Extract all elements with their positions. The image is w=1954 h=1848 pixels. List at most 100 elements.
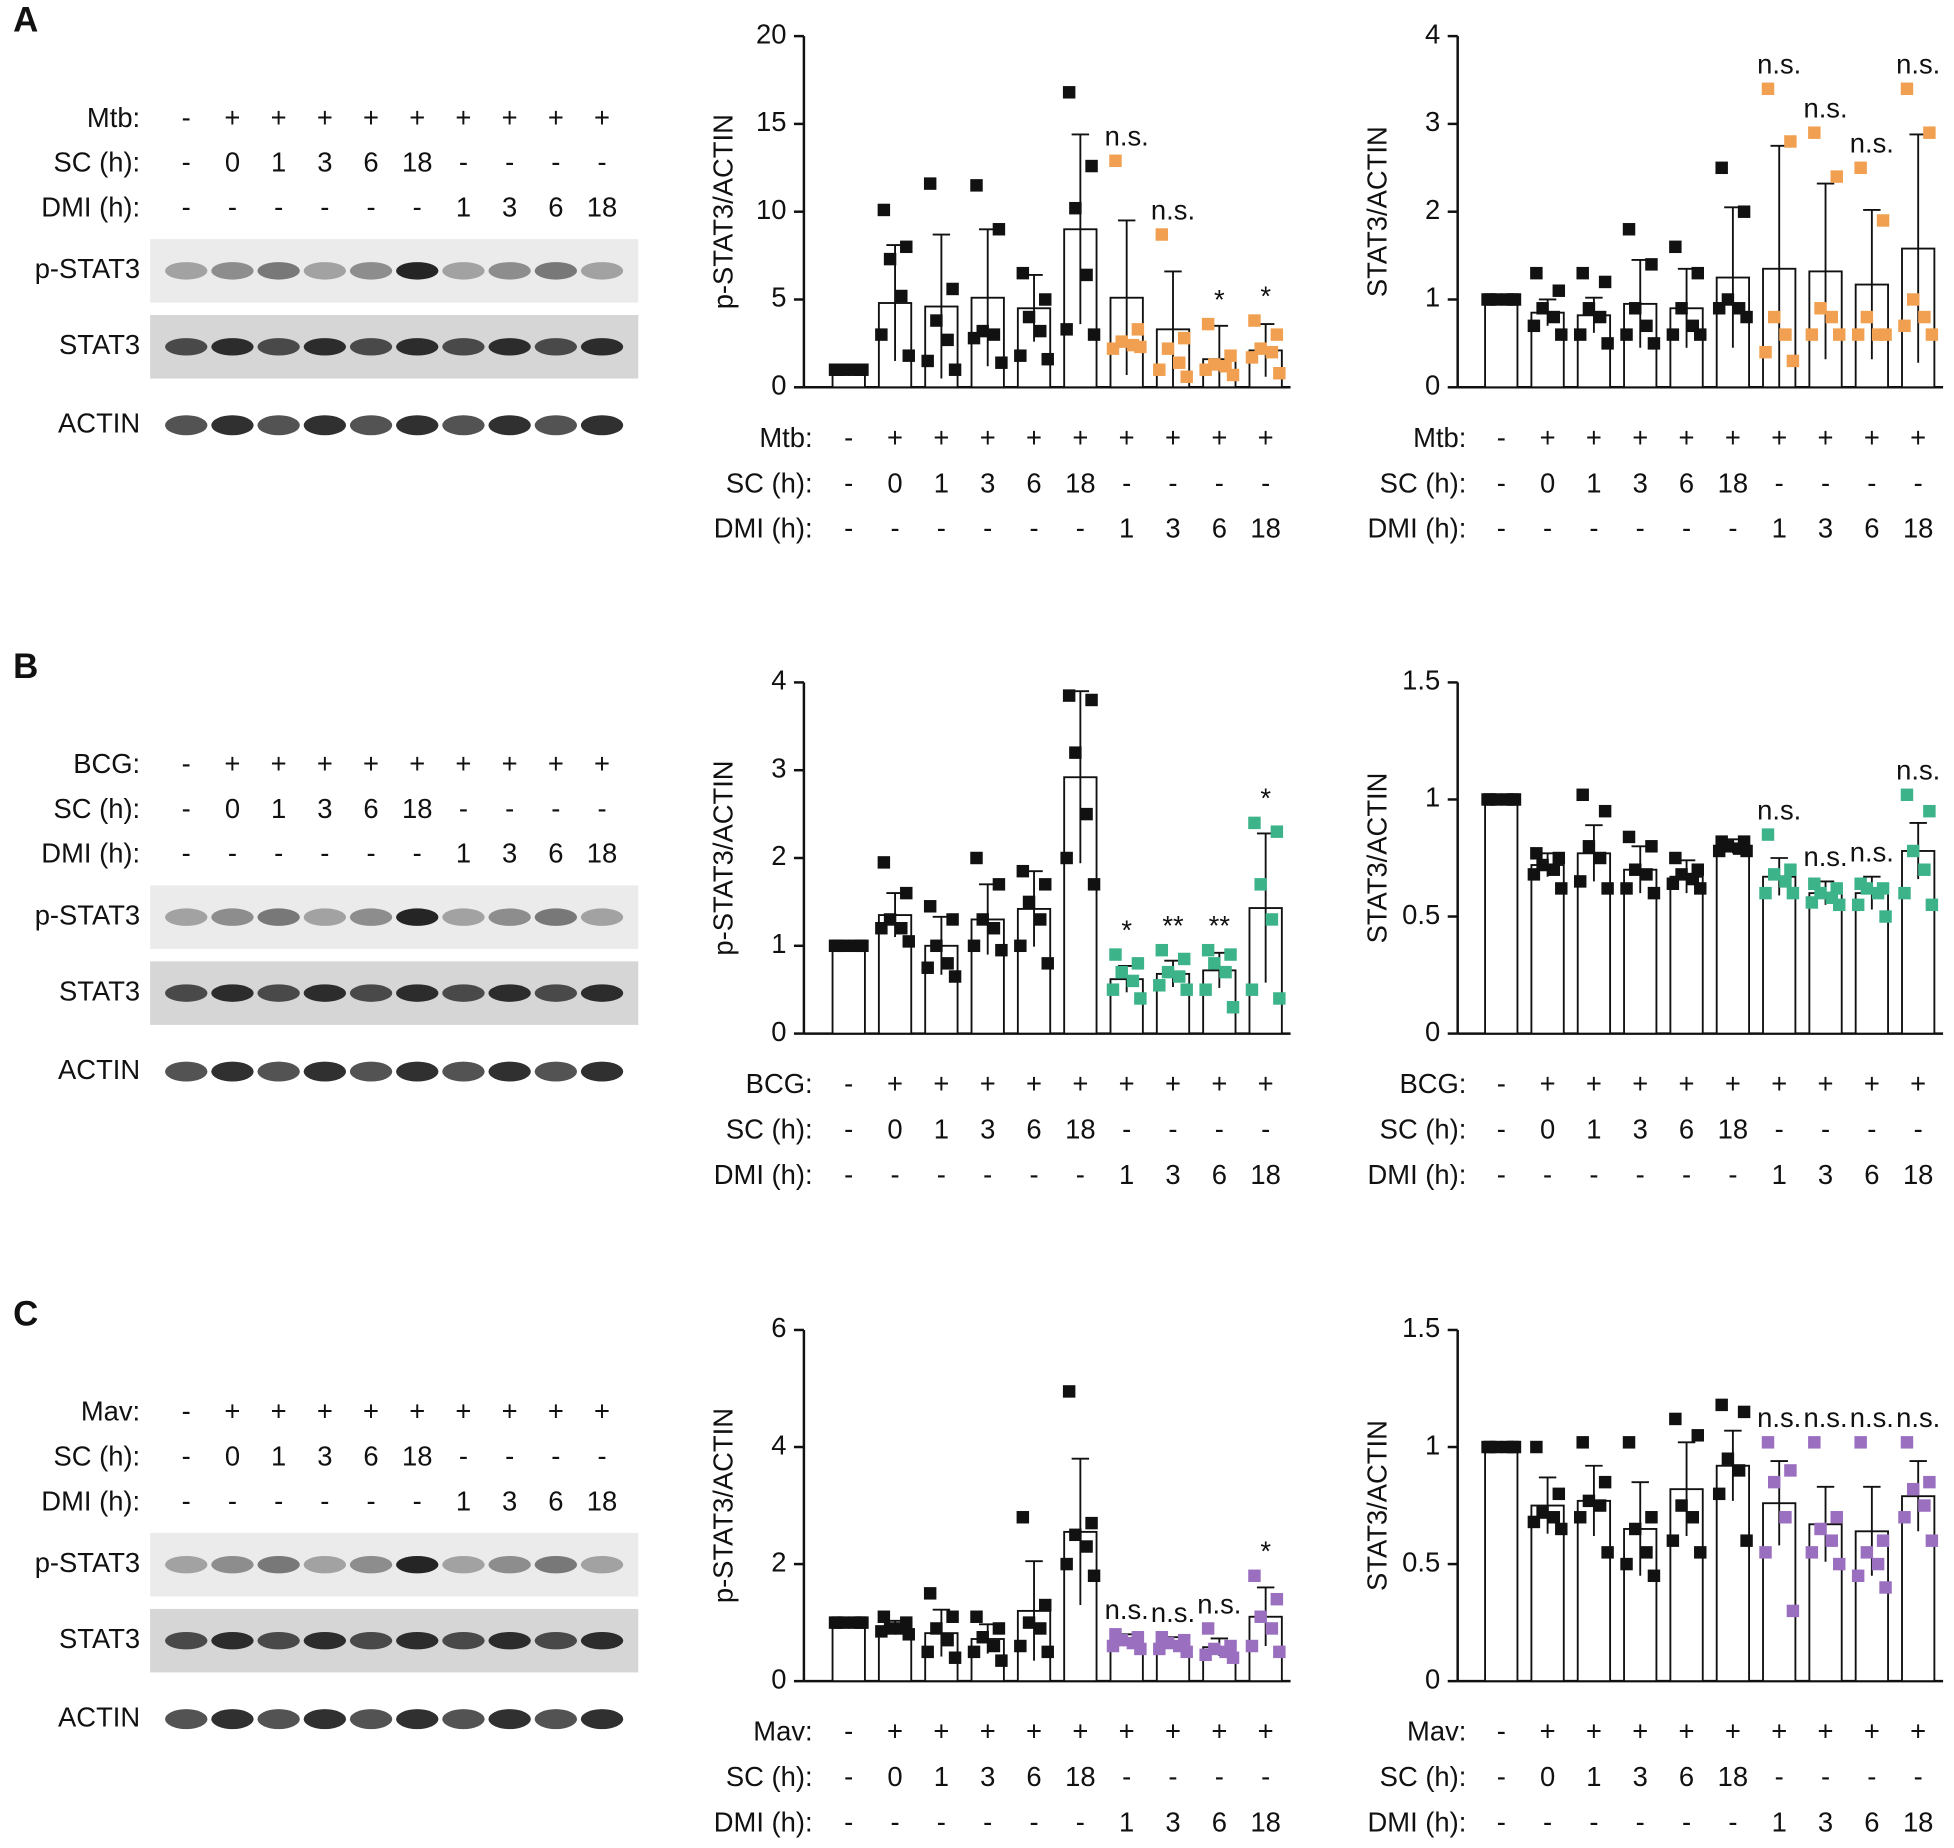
blot-band [165, 1631, 208, 1650]
blot-label: p-STAT3 [35, 1547, 140, 1578]
data-point [1761, 828, 1775, 841]
condition-value: + [1026, 422, 1042, 453]
condition-value: 6 [1026, 1114, 1041, 1145]
data-point [1552, 851, 1566, 865]
significance-label: * [1214, 284, 1225, 315]
condition-value: 6 [1864, 1159, 1879, 1190]
condition-value: - [1821, 467, 1830, 498]
data-point [828, 1616, 842, 1629]
condition-value: 3 [1818, 513, 1833, 544]
condition-value: - [1076, 1159, 1085, 1190]
data-point [1814, 1522, 1827, 1536]
data-point [1830, 1511, 1843, 1524]
condition-value: - [551, 1440, 560, 1471]
condition-value: 6 [548, 1485, 563, 1516]
condition-value: + [980, 1068, 996, 1099]
blot-band [580, 1709, 624, 1730]
condition-value: - [228, 191, 237, 222]
data-point [1740, 844, 1753, 858]
condition-value: - [1775, 1761, 1784, 1792]
data-point [1620, 1557, 1633, 1571]
data-point [1131, 957, 1145, 970]
data-point [1740, 1534, 1753, 1547]
condition-value: 1 [271, 147, 286, 178]
blot-band [349, 1061, 393, 1082]
blot-band [165, 415, 208, 436]
condition-value: + [409, 102, 425, 133]
y-tick-label: 0 [1425, 1663, 1440, 1694]
bar [831, 1621, 866, 1683]
blot-band [580, 1555, 624, 1574]
data-point [1547, 863, 1561, 876]
condition-value: - [551, 147, 560, 178]
data-point [941, 957, 954, 970]
condition-value: + [409, 1396, 425, 1427]
condition-value: - [1543, 1159, 1552, 1190]
y-tick-label: 5 [771, 282, 786, 313]
condition-value: - [459, 1440, 468, 1471]
condition-label: Mtb: [87, 102, 140, 133]
blot-band [442, 1555, 485, 1574]
condition-value: - [182, 1440, 191, 1471]
condition-value: 1 [934, 467, 949, 498]
data-point [1014, 1639, 1027, 1653]
condition-value: - [890, 1159, 899, 1190]
data-point [1876, 1534, 1890, 1547]
condition-value: - [1914, 1114, 1923, 1145]
data-point [1087, 1569, 1101, 1583]
condition-value: 6 [363, 793, 378, 824]
data-point [1871, 886, 1885, 900]
data-point [1923, 126, 1936, 139]
blot-band [442, 908, 485, 926]
condition-value: - [1497, 1159, 1506, 1190]
y-tick-label: 1.5 [1402, 1312, 1440, 1343]
significance-label: n.s. [1850, 837, 1894, 868]
blot-band [257, 1061, 300, 1082]
condition-value: - [1775, 467, 1784, 498]
blot-band [303, 262, 347, 280]
condition-value: - [1914, 1761, 1923, 1792]
condition-value: + [1725, 1716, 1741, 1747]
data-point [1622, 830, 1636, 844]
data-point [1080, 268, 1093, 282]
condition-value: 6 [1212, 1807, 1227, 1838]
data-point [1254, 1610, 1267, 1623]
condition-value: - [182, 102, 191, 133]
condition-value: 18 [402, 1440, 432, 1471]
y-axis-label: p-STAT3/ACTIN [708, 1408, 739, 1603]
condition-value: + [1632, 1068, 1648, 1099]
condition-value: + [1679, 422, 1695, 453]
data-point [1598, 1475, 1612, 1489]
condition-value: + [1258, 1068, 1274, 1099]
condition-value: - [597, 1440, 606, 1471]
condition-value: + [594, 102, 610, 133]
condition-value: - [1497, 513, 1506, 544]
blot-band [303, 1709, 347, 1730]
data-point [1601, 1546, 1614, 1559]
y-tick-label: 0 [771, 1663, 786, 1694]
data-point [1825, 1534, 1838, 1547]
data-point [1686, 1511, 1700, 1524]
condition-value: + [317, 102, 333, 133]
condition-value: - [844, 1807, 853, 1838]
blot-band [442, 262, 485, 280]
blot-band [211, 262, 254, 280]
condition-value: - [366, 1485, 375, 1516]
blot-band [396, 1555, 439, 1574]
error-bar [1071, 133, 1090, 325]
bar [1484, 1446, 1519, 1683]
blot-label: p-STAT3 [35, 253, 140, 284]
data-point [1039, 293, 1052, 306]
panel-label: B [13, 647, 38, 686]
data-point [921, 354, 934, 368]
condition-value: + [1211, 1716, 1227, 1747]
data-point [1622, 1436, 1636, 1449]
condition-value: - [1168, 467, 1177, 498]
data-point [1573, 328, 1587, 341]
data-point [948, 970, 962, 983]
data-point [902, 1628, 915, 1641]
condition-value: + [548, 1396, 564, 1427]
blot-band [257, 1709, 300, 1730]
condition-value: 3 [1818, 1807, 1833, 1838]
